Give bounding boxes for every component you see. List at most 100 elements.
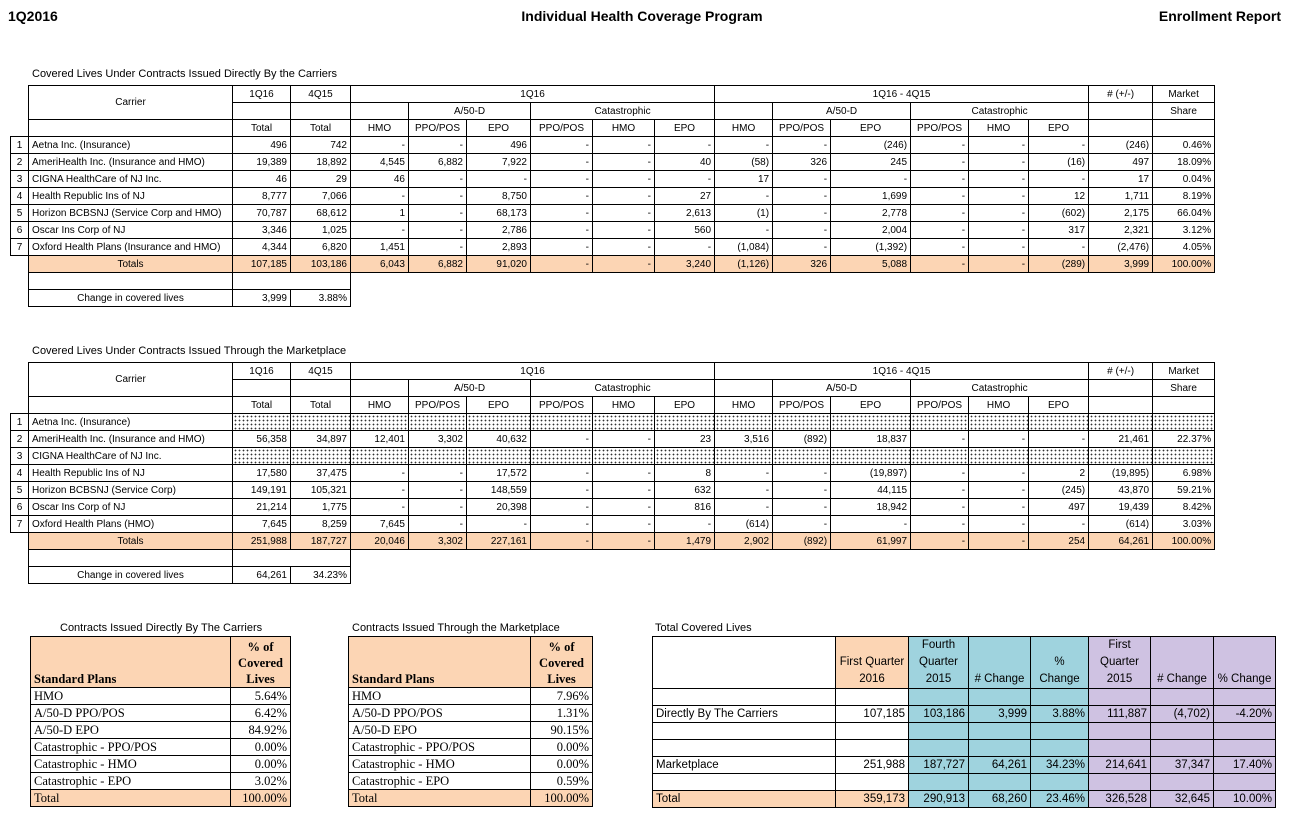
cell: - <box>530 532 593 550</box>
cell: 1 <box>350 204 409 222</box>
cell <box>1152 396 1216 414</box>
cell: 8.42% <box>1152 498 1216 516</box>
cell: 251,988 <box>232 532 291 550</box>
cell <box>1213 722 1276 740</box>
totals-row: Totals 251,988 187,727 20,046 3,302 227,161- -… <box>11 532 1216 550</box>
cell: 34.23% <box>290 566 351 584</box>
section-title: Covered Lives Under Contracts Issued Dir… <box>32 68 338 80</box>
cell: - <box>592 136 655 154</box>
cell: (16) <box>1028 153 1090 171</box>
cell: (614) <box>1088 515 1154 533</box>
cell: - <box>910 187 970 205</box>
carrier-row: 6 Oscar Ins Corp of NJ 21,214 1,775- -20,398… <box>10 498 1216 516</box>
cell: A/50-D <box>772 102 912 120</box>
cell: - <box>408 515 467 533</box>
cell: Totals <box>28 532 233 550</box>
cell: 4,344 <box>232 238 291 256</box>
cell: Catastrophic - PPO/POS <box>348 738 531 756</box>
cell <box>530 447 593 465</box>
cell <box>1152 413 1216 431</box>
cell <box>772 447 832 465</box>
cell: 0.04% <box>1152 170 1216 188</box>
table: First Quarter 2016 Fourth Quarter 2015 # C… <box>652 636 1276 808</box>
cell: - <box>772 481 832 499</box>
cell: 1Q16 - 4Q15 <box>714 362 1090 380</box>
cell: 5 <box>10 481 29 499</box>
report-title: Individual Health Coverage Program <box>521 8 763 24</box>
cell: 90.15% <box>530 721 593 739</box>
lives-row: Directly By The Carriers 107,185 103,186 3,… <box>652 705 1276 723</box>
cell: - <box>530 430 593 448</box>
cell: Fourth Quarter 2015 <box>908 636 969 689</box>
cell: 64,261 <box>968 756 1031 774</box>
cell: 214,641 <box>1088 756 1151 774</box>
table: Standard Plans% of Covered Lives HMO 5.64%… <box>30 636 291 807</box>
carrier-row: 3 CIGNA HealthCare of NJ Inc. <box>10 447 1216 465</box>
lives-row <box>652 739 1276 757</box>
cell: A/50-D EPO <box>348 721 531 739</box>
cell: 111,887 <box>1088 705 1151 723</box>
cell <box>466 413 531 431</box>
cell: - <box>772 498 832 516</box>
cell: 64,261 <box>232 566 291 584</box>
cell: 46 <box>232 170 291 188</box>
cell: - <box>910 204 970 222</box>
cell <box>830 447 912 465</box>
cell: - <box>968 430 1030 448</box>
cell <box>351 273 1215 290</box>
cell: 0.46% <box>1152 136 1216 154</box>
cell <box>908 773 969 791</box>
cell: 17 <box>1088 170 1154 188</box>
cell: 0.00% <box>230 738 291 756</box>
cell <box>350 447 409 465</box>
cell: 1 <box>10 413 29 431</box>
cell: - <box>530 238 593 256</box>
cell: 4 <box>10 187 29 205</box>
cell: 2,786 <box>466 221 531 239</box>
cell <box>1152 447 1216 465</box>
cell: 18,837 <box>830 430 912 448</box>
carrier-row: 7 Oxford Health Plans (HMO) 7,645 8,259 7,64… <box>10 515 1216 533</box>
cell: - <box>530 481 593 499</box>
cell: 66.04% <box>1152 204 1216 222</box>
cell <box>1213 773 1276 791</box>
cell: - <box>350 464 409 482</box>
cell: - <box>910 464 970 482</box>
cell <box>351 290 1215 307</box>
cell: - <box>408 187 467 205</box>
cell: HMO <box>968 396 1030 414</box>
cell <box>714 102 774 120</box>
cell: - <box>910 153 970 171</box>
cell: - <box>968 255 1030 273</box>
cell: - <box>968 187 1030 205</box>
cell: 68,260 <box>968 790 1031 808</box>
cell: - <box>408 464 467 482</box>
cell: - <box>530 464 593 482</box>
cell <box>1088 447 1154 465</box>
cell: 7,645 <box>232 515 291 533</box>
cell: - <box>1028 136 1090 154</box>
cell: 32,645 <box>1150 790 1214 808</box>
cell: 17 <box>714 170 774 188</box>
cell <box>232 379 291 397</box>
cell <box>592 447 655 465</box>
cell: 2 <box>10 430 29 448</box>
cell: (614) <box>714 515 774 533</box>
cell: - <box>910 498 970 516</box>
cell: Oscar Ins Corp of NJ <box>28 498 233 516</box>
cell: (246) <box>1088 136 1154 154</box>
header-row: First Quarter 2016 Fourth Quarter 2015 # C… <box>652 636 1276 689</box>
lives-row: Total 359,173 290,913 68,260 23.46% 326,528 32… <box>652 790 1276 808</box>
cell: (892) <box>772 430 832 448</box>
cell <box>350 379 409 397</box>
cell: - <box>653 515 716 533</box>
cell <box>232 549 351 567</box>
cell: 3,346 <box>232 221 291 239</box>
cell: - <box>772 221 832 239</box>
cell: (245) <box>1028 481 1090 499</box>
cell: 107,185 <box>835 705 909 723</box>
cell: 3,516 <box>714 430 774 448</box>
cell: 40 <box>653 153 716 171</box>
header-row: Carrier 1Q16 4Q15 1Q16 1Q16 - 4Q15 # (+/-) Mar… <box>11 362 1216 397</box>
cell: 1Q16 <box>349 85 716 103</box>
